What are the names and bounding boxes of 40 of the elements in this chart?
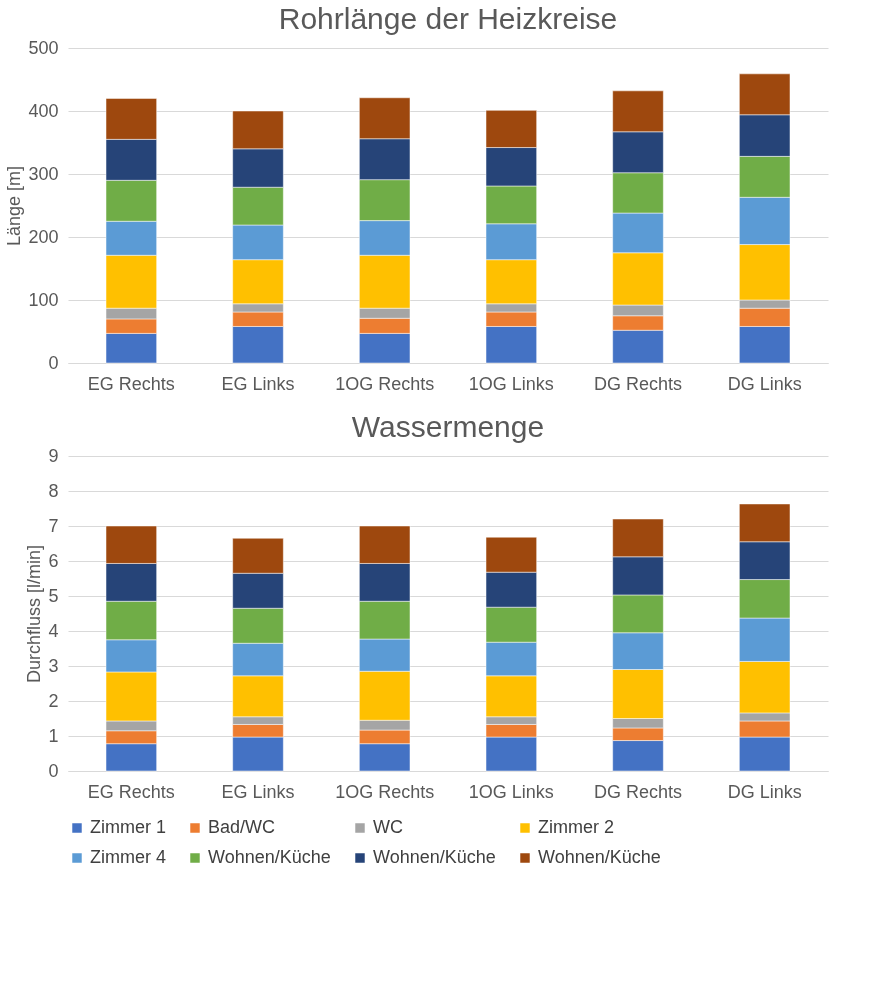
y-tick-label: 4	[48, 620, 59, 641]
legend-label: Wohnen/Küche	[208, 847, 331, 867]
x-tick-label: DG Links	[727, 781, 802, 802]
y-tick-label: 1	[48, 725, 59, 746]
y-tick-label: 0	[48, 760, 59, 781]
legend-label: Zimmer 1	[90, 817, 166, 837]
y-tick-label: 6	[48, 550, 59, 571]
x-tick-label: 1OG Rechts	[335, 373, 435, 394]
legend-label: Zimmer 2	[538, 817, 614, 837]
x-tick-label: DG Rechts	[593, 781, 683, 802]
x-tick-label: 1OG Links	[468, 781, 554, 802]
legend-label: Zimmer 4	[90, 847, 166, 867]
y-tick-label: 2	[48, 690, 59, 711]
y-axis-title: Durchfluss [l/min]	[24, 544, 45, 684]
y-tick-label: 5	[48, 585, 59, 606]
legend-label: Wohnen/Küche	[538, 847, 661, 867]
y-tick-label: 9	[48, 445, 59, 466]
y-tick-label: 400	[28, 100, 59, 121]
y-tick-label: 200	[28, 226, 59, 247]
chart-title: Wassermenge	[351, 410, 545, 443]
y-tick-label: 3	[48, 655, 59, 676]
chart-title: Rohrlänge der Heizkreise	[278, 2, 618, 35]
y-axis-title: Länge [m]	[4, 165, 25, 247]
y-tick-label: 100	[28, 289, 59, 310]
y-tick-label: 300	[28, 163, 59, 184]
x-tick-label: DG Links	[727, 373, 802, 394]
y-tick-label: 8	[48, 480, 59, 501]
x-tick-label: EG Rechts	[87, 373, 175, 394]
x-tick-label: EG Links	[221, 373, 295, 394]
x-tick-label: 1OG Rechts	[335, 781, 435, 802]
x-tick-label: EG Links	[221, 781, 295, 802]
y-tick-label: 0	[48, 352, 59, 373]
legend-label: Wohnen/Küche	[373, 847, 496, 867]
x-tick-label: EG Rechts	[87, 781, 175, 802]
x-tick-label: DG Rechts	[593, 373, 683, 394]
y-tick-label: 7	[48, 515, 59, 536]
y-tick-label: 500	[28, 37, 59, 58]
legend-label: WC	[373, 817, 403, 837]
legend-label: Bad/WC	[208, 817, 276, 837]
x-tick-label: 1OG Links	[468, 373, 554, 394]
